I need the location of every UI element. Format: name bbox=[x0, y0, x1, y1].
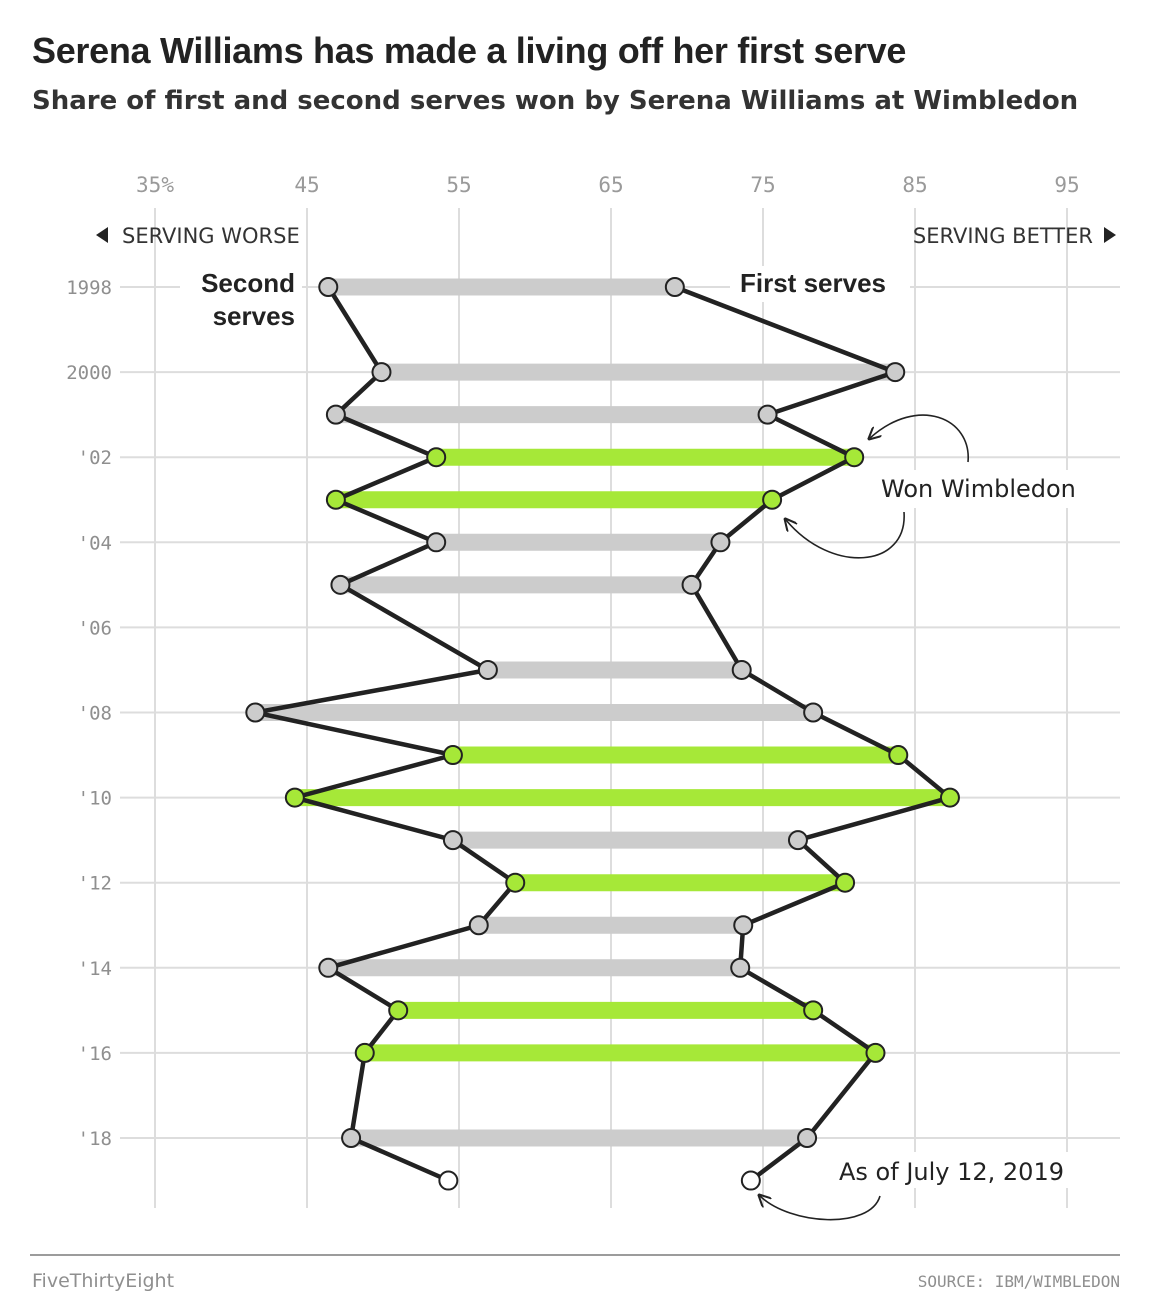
won-wimbledon-label: Won Wimbledon bbox=[881, 475, 1076, 503]
dot-first-2018 bbox=[797, 1128, 818, 1148]
arrow-to-2002 bbox=[870, 414, 969, 463]
y-tick-label: '02 bbox=[78, 447, 112, 469]
right-triangle-icon bbox=[1104, 227, 1116, 243]
second-serves-label-line1: Second bbox=[201, 268, 295, 298]
dot-first-2001 bbox=[757, 404, 778, 425]
dot-second-2002 bbox=[426, 447, 447, 468]
serving-worse-label: SERVING WORSE bbox=[122, 224, 300, 248]
dot-first-1998 bbox=[664, 277, 685, 297]
dot-second-2008 bbox=[245, 702, 266, 723]
dot-second-2016 bbox=[354, 1042, 375, 1063]
dot-first-2010 bbox=[939, 787, 960, 808]
dot-second-2013 bbox=[468, 915, 489, 936]
y-tick-label: '10 bbox=[78, 788, 112, 810]
x-tick-label: 85 bbox=[902, 173, 927, 197]
serving-better-label: SERVING BETTER bbox=[913, 224, 1093, 248]
y-tick-label: '18 bbox=[78, 1128, 112, 1150]
dot-second-2004 bbox=[426, 532, 447, 553]
dot-second-2003 bbox=[325, 489, 346, 510]
source-label: SOURCE: IBM/WIMBLEDON bbox=[917, 1272, 1120, 1291]
dot-first-2015 bbox=[803, 1000, 824, 1021]
as-of-label: As of July 12, 2019 bbox=[839, 1158, 1064, 1186]
dot-first-2005 bbox=[681, 574, 702, 595]
dot-first-2013 bbox=[733, 915, 754, 936]
y-tick-label: 1998 bbox=[66, 277, 112, 299]
dot-second-2010 bbox=[284, 787, 305, 808]
x-tick-label: 45 bbox=[294, 173, 319, 197]
x-tick-label: 75 bbox=[750, 173, 775, 197]
y-tick-label: '04 bbox=[78, 532, 112, 554]
dot-second-1998 bbox=[318, 277, 339, 297]
dot-second-2007 bbox=[477, 659, 498, 680]
chart-title: Serena Williams has made a living off he… bbox=[32, 30, 907, 71]
dot-second-2015 bbox=[388, 1000, 409, 1021]
y-tick-label: '16 bbox=[78, 1043, 112, 1065]
serve-dots bbox=[245, 277, 960, 1191]
dot-second-2011 bbox=[442, 830, 463, 851]
dot-first-2012 bbox=[835, 872, 856, 893]
y-tick-label: 2000 bbox=[66, 362, 112, 384]
dot-second-2012 bbox=[505, 872, 526, 893]
chart-subtitle: Share of first and second serves won by … bbox=[32, 86, 1079, 116]
dot-second-2001 bbox=[325, 404, 346, 425]
series-labels: Second serves First serves bbox=[180, 264, 910, 336]
y-tick-label: '12 bbox=[78, 873, 112, 895]
dot-first-2002 bbox=[844, 447, 865, 468]
y-axis-tick-labels: 1998 2000 '02 '04 '06 '08 '10 '12 '14 '16 '18 bbox=[66, 277, 112, 1150]
dot-second-2005 bbox=[330, 574, 351, 595]
dot-second-2009 bbox=[442, 745, 463, 766]
arrow-to-2019 bbox=[760, 1196, 881, 1221]
x-tick-label: 95 bbox=[1054, 173, 1079, 197]
dot-first-2004 bbox=[710, 532, 731, 553]
dot-first-2000 bbox=[885, 362, 906, 383]
dot-second-2000 bbox=[371, 362, 392, 383]
first-serves-label: First serves bbox=[740, 268, 886, 298]
x-tick-label: 35% bbox=[136, 173, 174, 197]
won-wimbledon-annotation: Won Wimbledon bbox=[786, 414, 1110, 559]
brand-label: FiveThirtyEight bbox=[32, 1270, 175, 1292]
dumbbell-chart: 35% 45 55 65 75 85 95 1998 2000 '02 '04 '06 '08 '10 '… bbox=[66, 173, 1120, 1221]
x-tick-label: 55 bbox=[446, 173, 471, 197]
footer-divider bbox=[30, 1254, 1120, 1256]
dot-first-2009 bbox=[888, 745, 909, 766]
dot-first-2008 bbox=[803, 702, 824, 723]
x-axis-tick-labels: 35% 45 55 65 75 85 95 bbox=[136, 173, 1080, 197]
dot-first-2016 bbox=[865, 1042, 886, 1063]
dot-second-2019 bbox=[438, 1170, 459, 1191]
left-triangle-icon bbox=[96, 227, 108, 243]
y-tick-label: '06 bbox=[78, 617, 112, 639]
dot-second-2014 bbox=[318, 957, 339, 978]
as-of-annotation: As of July 12, 2019 bbox=[760, 1152, 1092, 1221]
dot-second-2018 bbox=[341, 1128, 362, 1148]
dot-first-2011 bbox=[787, 830, 808, 851]
dot-first-2014 bbox=[730, 957, 751, 978]
x-tick-label: 65 bbox=[598, 173, 623, 197]
second-serves-label-line2: serves bbox=[213, 301, 295, 331]
dot-first-2007 bbox=[731, 659, 752, 680]
dot-first-2019 bbox=[740, 1170, 761, 1191]
dot-first-2003 bbox=[762, 489, 783, 510]
y-tick-label: '14 bbox=[78, 958, 112, 980]
y-tick-label: '08 bbox=[78, 703, 112, 725]
dumbbell-bars bbox=[255, 278, 950, 1147]
arrow-to-2003 bbox=[786, 511, 905, 559]
direction-labels: SERVING WORSE SERVING BETTER bbox=[96, 224, 1116, 248]
